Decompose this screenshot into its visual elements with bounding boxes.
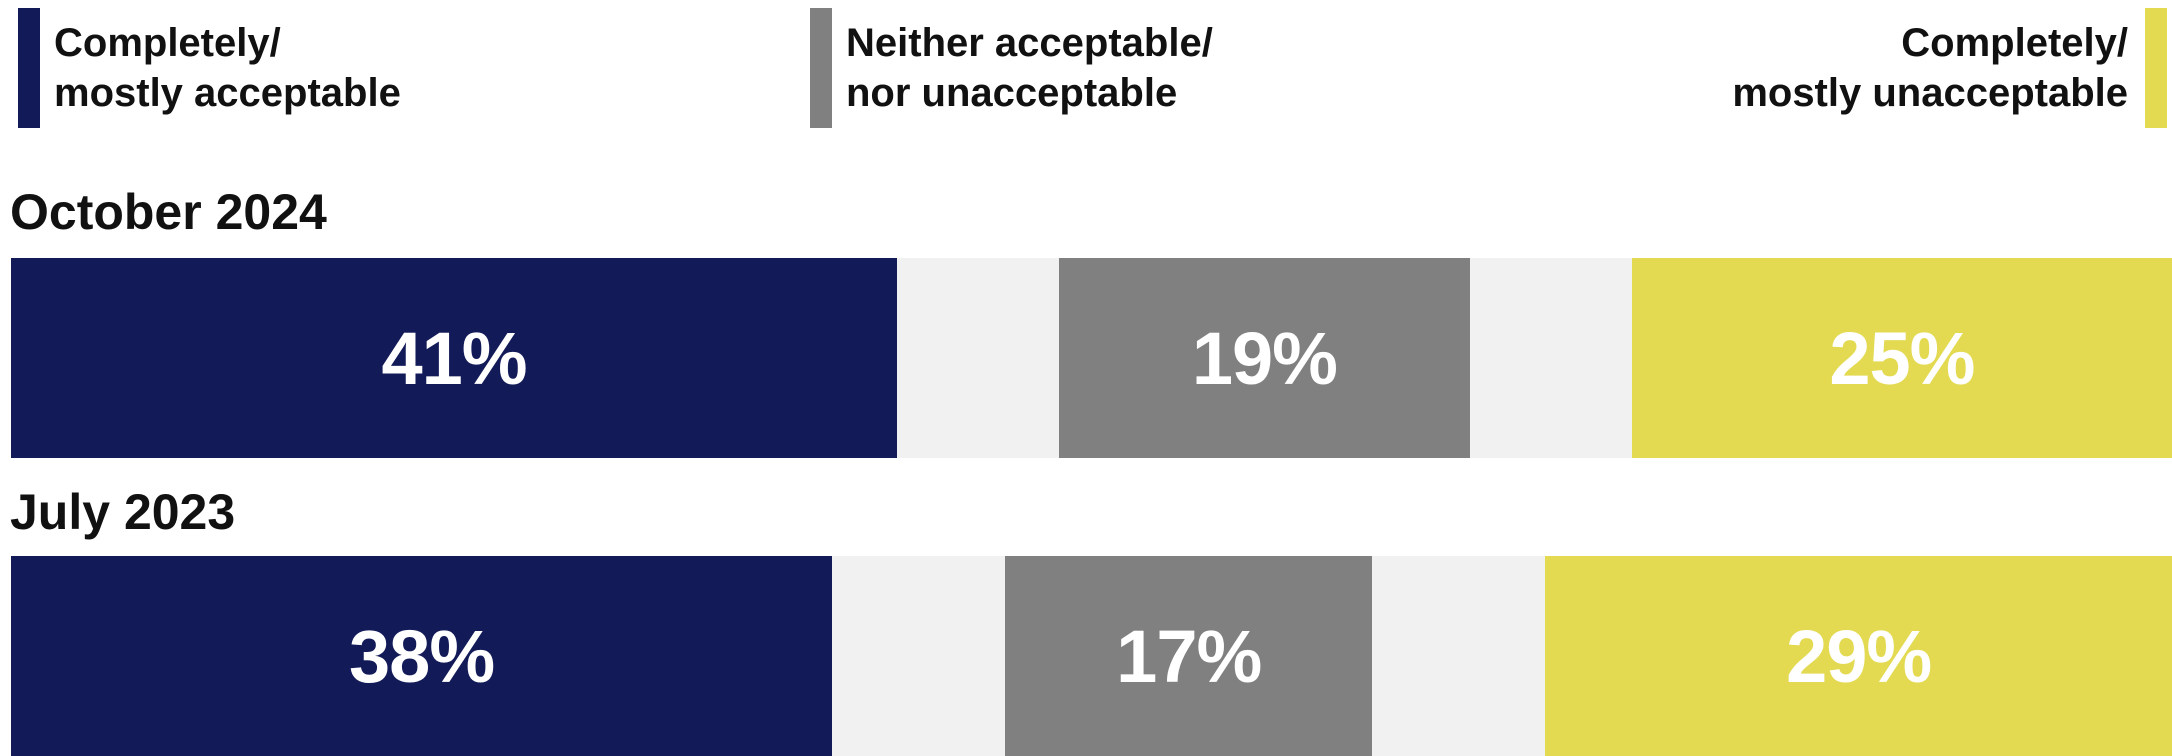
row-title-july-2023: July 2023 <box>10 484 236 540</box>
legend-marker-acceptable <box>18 8 40 128</box>
legend-label-unacceptable: Completely/ mostly unacceptable <box>1732 18 2128 118</box>
bar-value-label: 17% <box>1116 614 1262 698</box>
bar-value-label: 38% <box>349 614 495 698</box>
bar-segment-acceptable: 41% <box>11 258 897 458</box>
legend-label-neither: Neither acceptable/ nor unacceptable <box>846 18 1213 118</box>
legend-label-line1: Completely/ <box>54 21 281 65</box>
row-title-october-2024: October 2024 <box>10 184 327 240</box>
legend-label-line1: Neither acceptable/ <box>846 21 1213 65</box>
legend-label-line2: mostly unacceptable <box>1732 71 2128 115</box>
legend-label-line1: Completely/ <box>1901 21 2128 65</box>
bar-value-label: 41% <box>381 316 527 400</box>
bar-value-label: 25% <box>1829 316 1975 400</box>
bar-segment-unacceptable: 25% <box>1631 258 2172 458</box>
legend-label-line2: mostly acceptable <box>54 71 401 115</box>
legend-label-line2: nor unacceptable <box>846 71 1178 115</box>
legend-marker-neither <box>810 8 832 128</box>
legend-label-acceptable: Completely/ mostly acceptable <box>54 18 401 118</box>
bar-segment-neither: 17% <box>1005 556 1373 756</box>
bar-segment-acceptable: 38% <box>11 556 833 756</box>
bar-segment-unacceptable: 29% <box>1545 556 2172 756</box>
bar-row-october-2024: 41% 19% 25% <box>11 258 2172 458</box>
bar-segment-neither: 19% <box>1059 258 1470 458</box>
bar-value-label: 19% <box>1191 316 1338 400</box>
bar-value-label: 29% <box>1786 614 1932 698</box>
legend-marker-unacceptable <box>2145 8 2167 128</box>
bar-row-july-2023: 38% 17% 29% <box>11 556 2172 756</box>
